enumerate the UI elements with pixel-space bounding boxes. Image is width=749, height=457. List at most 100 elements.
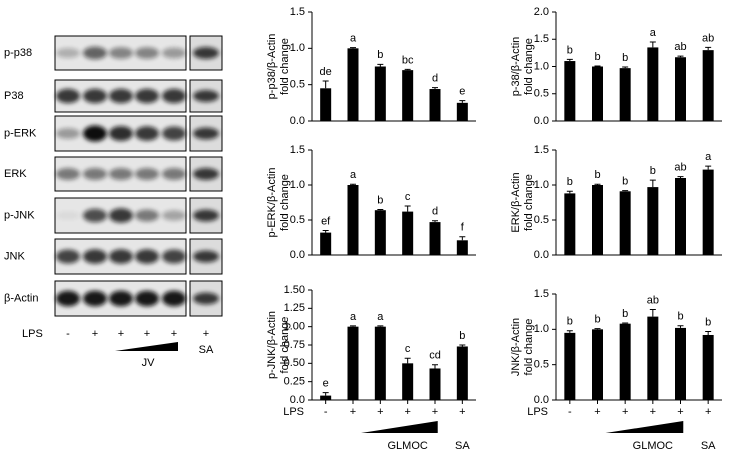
bar-chart: 0.00.51.01.5p-p38/β-Actin fold change deab…	[266, 6, 476, 127]
bar	[564, 193, 576, 255]
blot-band	[109, 168, 133, 180]
significance-letter: b	[705, 316, 711, 328]
significance-letter: b	[377, 49, 383, 61]
significance-letter: c	[405, 343, 411, 355]
significance-letter: b	[594, 51, 600, 63]
error-bar	[622, 66, 629, 69]
blot-band	[83, 46, 107, 60]
western-blots: p-p38 P38 p-ERK ERK p-JNK JNK β-Actin LPS - + + + + +…	[4, 35, 223, 369]
blot-row-label: p-ERK	[4, 127, 37, 139]
error-bar	[566, 190, 573, 194]
significance-letter: b	[677, 311, 683, 323]
significance-letter: d	[432, 206, 438, 218]
dose-label: GLMOC	[387, 440, 427, 452]
y-tick-label: 2.0	[534, 6, 549, 18]
blot-row-label: p-p38	[4, 47, 32, 59]
error-bar	[677, 55, 684, 58]
bar	[456, 240, 468, 255]
y-tick-label: 0.0	[290, 394, 305, 406]
x-axis-label: LPS	[527, 406, 548, 418]
blot-band	[162, 210, 186, 221]
blot-row-label: p-JNK	[4, 209, 35, 221]
bar-chart: 0.0 0.5 1.0 1.5 2.0 p-38/β-Actin fold change b b…	[510, 6, 722, 127]
significance-letter: ef	[321, 215, 331, 227]
y-tick-label: 1.50	[284, 284, 305, 296]
bar	[429, 368, 441, 400]
y-tick-label: 0.0	[534, 394, 549, 406]
error-bar	[622, 190, 629, 192]
significance-letter: b	[622, 52, 628, 64]
error-bar	[432, 87, 438, 90]
blot-band	[56, 168, 80, 180]
error-bar	[377, 63, 384, 67]
blot-band	[135, 249, 159, 264]
significance-letter: b	[567, 316, 573, 328]
error-bar	[677, 325, 684, 328]
y-tick-label: 1.0	[534, 60, 549, 72]
lps-label: LPS	[22, 328, 43, 340]
error-bar	[649, 179, 656, 188]
y-tick-label: 0.5	[534, 88, 549, 100]
x-tick-label: +	[650, 406, 656, 418]
x-tick-label: +	[594, 406, 600, 418]
blot-band	[56, 48, 80, 58]
error-bar	[350, 47, 356, 49]
bar	[374, 66, 386, 121]
blot-band	[193, 47, 219, 59]
blot-band	[83, 249, 107, 264]
y-tick-label: 0.0	[290, 249, 305, 261]
bar	[702, 169, 714, 255]
error-bar	[594, 328, 601, 330]
error-bar	[432, 364, 438, 369]
blot-band	[162, 88, 186, 104]
bar	[702, 334, 714, 400]
x-tick-label: +	[459, 406, 465, 418]
x-tick-label: +	[705, 406, 711, 418]
significance-letter: b	[567, 176, 573, 188]
error-bar	[350, 325, 356, 327]
error-bar	[622, 322, 629, 324]
blot-band	[56, 290, 80, 307]
y-tick-label: 1.0	[534, 179, 549, 191]
significance-letter: ab	[702, 32, 714, 44]
y-tick-label: 0.0	[290, 115, 305, 127]
blot-row-label: β-Actin	[4, 292, 38, 304]
y-tick-label: 0.5	[534, 359, 549, 371]
blot-band	[56, 88, 80, 104]
blot-band	[56, 128, 80, 139]
bar	[347, 185, 359, 255]
y-axis-label: fold change	[523, 319, 535, 376]
y-tick-label: 0.0	[534, 249, 549, 261]
error-bar	[649, 41, 656, 48]
lps-sign: +	[92, 328, 98, 340]
blot-band	[83, 290, 107, 307]
significance-letter: ab	[674, 41, 686, 53]
x-tick-label: +	[377, 406, 383, 418]
blot-band	[162, 290, 186, 307]
error-bar	[404, 205, 411, 212]
bar	[702, 50, 714, 121]
significance-letter: cd	[429, 350, 441, 362]
bar	[619, 323, 631, 400]
significance-letter: a	[350, 33, 357, 45]
blot-band	[193, 250, 219, 263]
y-tick-label: 1.5	[290, 6, 305, 18]
bar	[402, 211, 414, 255]
blot-band	[162, 168, 186, 180]
blot-band	[135, 209, 159, 222]
x-tick-label: +	[350, 406, 356, 418]
bar	[320, 232, 332, 255]
significance-letter: ab	[647, 294, 659, 306]
y-tick-label: 1.0	[534, 323, 549, 335]
sa-label: SA	[199, 344, 214, 356]
bar	[675, 327, 686, 400]
blot-row-label: ERK	[4, 168, 27, 180]
significance-letter: d	[432, 72, 438, 84]
y-tick-label: 1.0	[290, 179, 305, 191]
blot-band	[193, 90, 219, 102]
bar	[619, 191, 631, 255]
blot-band	[135, 88, 159, 104]
error-bar	[322, 392, 329, 396]
error-bar	[459, 344, 466, 347]
